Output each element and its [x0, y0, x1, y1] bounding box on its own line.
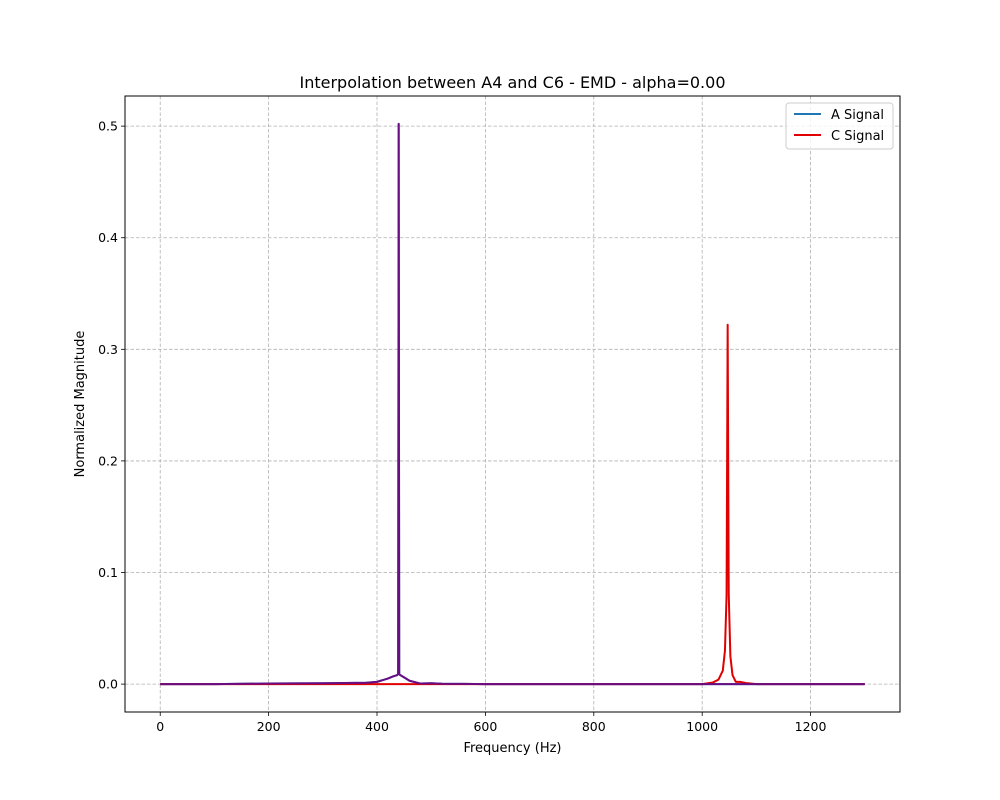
y-tick-label: 0.0: [98, 677, 118, 692]
x-tick-label: 800: [582, 719, 606, 734]
x-tick-label: 400: [365, 719, 389, 734]
x-axis: 0 200 400 600 800 1000 1200: [156, 712, 827, 734]
legend: A Signal C Signal: [785, 102, 894, 150]
plot-area: [124, 95, 901, 713]
blended-signal-line: [160, 122, 865, 686]
series-layer: [160, 122, 865, 686]
y-axis: 0.0 0.1 0.2 0.3 0.4 0.5: [98, 119, 125, 692]
y-tick-label: 0.3: [98, 342, 118, 357]
y-tick-label: 0.4: [98, 230, 118, 245]
grid-layer: [125, 96, 900, 712]
x-axis-label: Frequency (Hz): [463, 741, 561, 756]
y-tick-label: 0.1: [98, 565, 118, 580]
x-tick-label: 600: [473, 719, 497, 734]
legend-label-c-signal: C Signal: [831, 129, 884, 144]
plot-frame: [124, 95, 901, 713]
y-axis-label: Normalized Magnitude: [73, 331, 88, 478]
x-tick-label: 200: [257, 719, 281, 734]
x-tick-label: 1000: [686, 719, 718, 734]
legend-label-a-signal: A Signal: [831, 108, 884, 123]
chart-title: Interpolation between A4 and C6 - EMD - …: [299, 73, 725, 92]
y-tick-label: 0.2: [98, 453, 118, 468]
y-tick-label: 0.5: [98, 119, 118, 134]
x-tick-label: 1200: [795, 719, 827, 734]
x-tick-label: 0: [156, 719, 164, 734]
